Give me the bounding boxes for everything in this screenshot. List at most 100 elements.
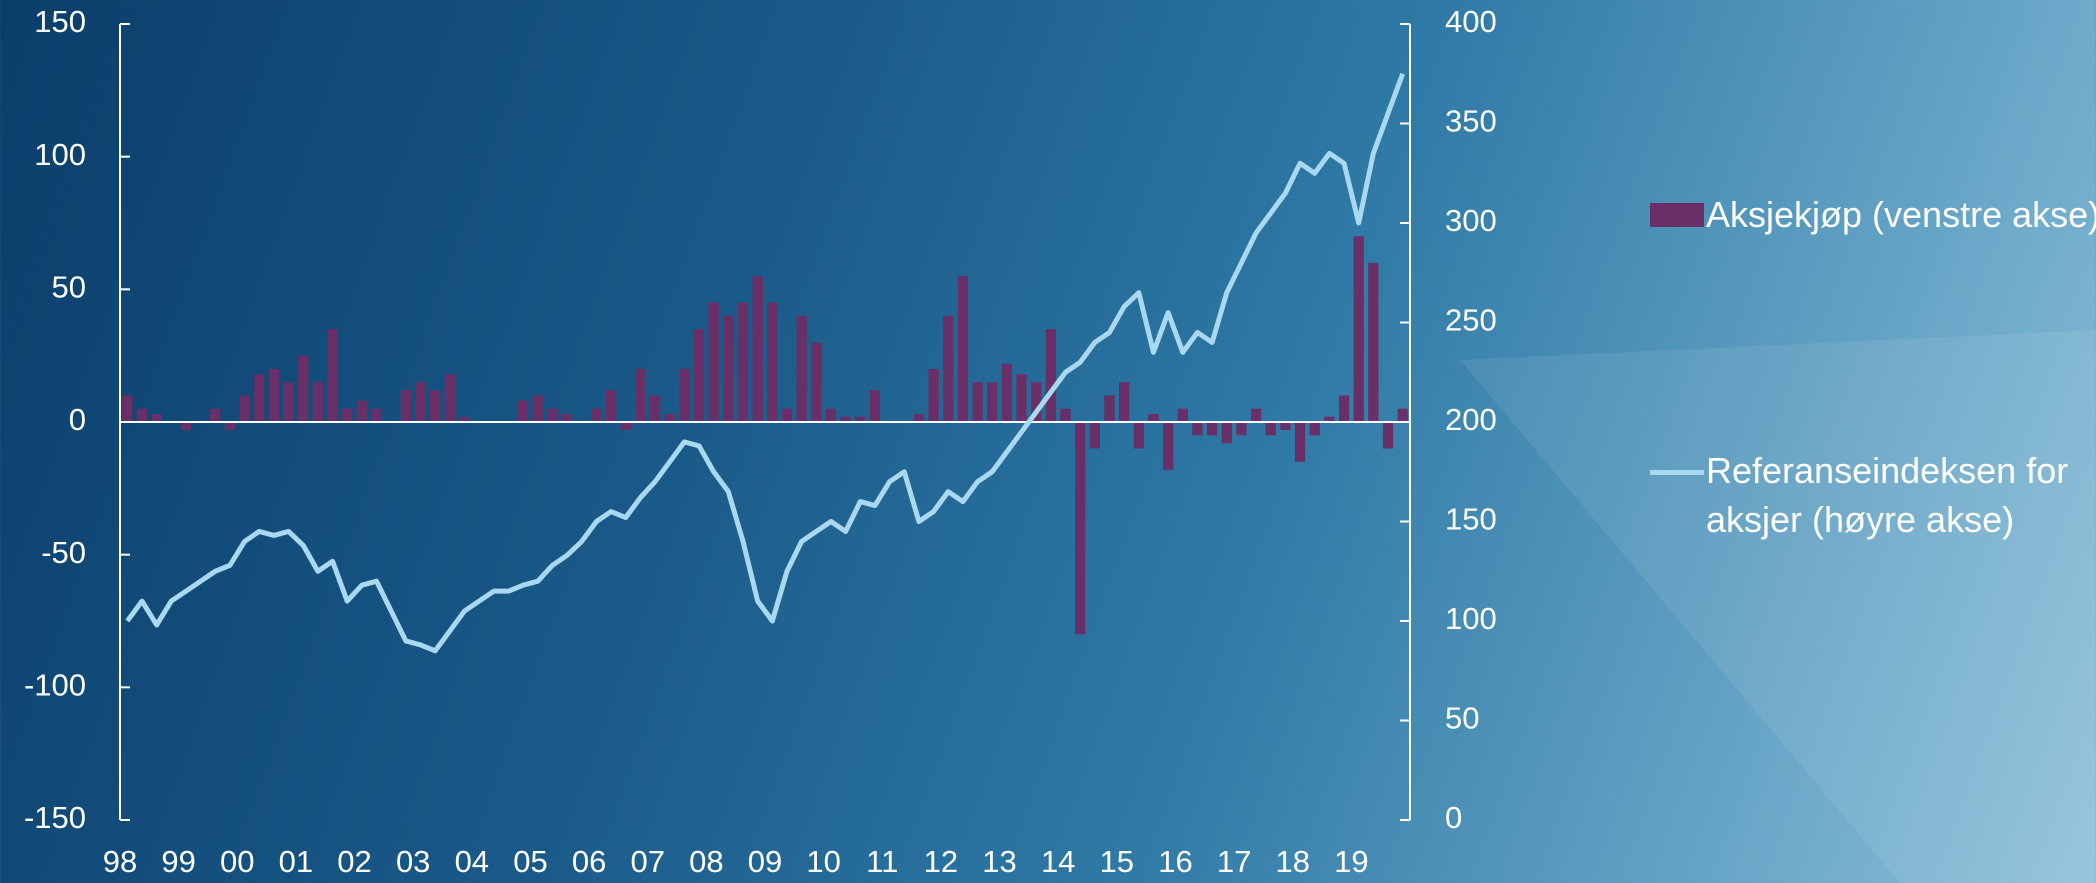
bar bbox=[342, 408, 353, 422]
bar bbox=[664, 414, 675, 422]
bar bbox=[283, 382, 294, 422]
y2-tick-label: 200 bbox=[1445, 402, 1497, 437]
legend-label: Referanseindeksen for aksjer (høyre akse… bbox=[1706, 450, 2069, 540]
x-tick-label: 10 bbox=[806, 844, 840, 879]
x-tick-label: 16 bbox=[1158, 844, 1192, 879]
x-tick-label: 17 bbox=[1217, 844, 1251, 879]
x-tick-label: 15 bbox=[1100, 844, 1134, 879]
bar bbox=[913, 414, 925, 422]
y2-tick-label: 300 bbox=[1445, 203, 1497, 238]
bar bbox=[415, 382, 426, 422]
x-tick-label: 11 bbox=[866, 844, 898, 879]
bar bbox=[1353, 236, 1364, 422]
y2-tick-label: 400 bbox=[1445, 4, 1497, 39]
bar bbox=[180, 422, 192, 430]
bar bbox=[1089, 422, 1100, 449]
bar bbox=[869, 390, 881, 422]
bar bbox=[957, 276, 969, 422]
bar bbox=[561, 414, 573, 422]
bar bbox=[1148, 414, 1159, 422]
y2-tick-label: 150 bbox=[1445, 502, 1497, 537]
y-tick-label: 0 bbox=[69, 402, 86, 437]
y2-tick-label: 250 bbox=[1445, 303, 1497, 338]
x-tick-label: 09 bbox=[748, 844, 782, 879]
bar bbox=[1280, 422, 1291, 430]
bar bbox=[943, 315, 954, 422]
bar bbox=[752, 276, 763, 422]
x-tick-label: 00 bbox=[220, 844, 254, 879]
bar bbox=[1177, 408, 1188, 422]
bar bbox=[723, 315, 734, 422]
y2-tick-label: 50 bbox=[1445, 701, 1479, 736]
y-tick-label: 50 bbox=[52, 270, 86, 305]
bar bbox=[796, 315, 807, 422]
bar bbox=[517, 400, 529, 422]
bar bbox=[547, 408, 558, 422]
bar bbox=[532, 395, 543, 422]
bar bbox=[781, 408, 793, 422]
line bbox=[125, 72, 1406, 654]
bar bbox=[737, 302, 749, 422]
x-tick-label: 02 bbox=[337, 844, 371, 879]
bar bbox=[1382, 422, 1394, 449]
bar bbox=[1397, 408, 1408, 422]
bar bbox=[1045, 329, 1056, 422]
bar bbox=[459, 416, 470, 422]
y-tick-label: 100 bbox=[34, 137, 86, 172]
bar bbox=[1309, 422, 1320, 436]
bar bbox=[1119, 382, 1130, 422]
y2-tick-label: 350 bbox=[1445, 104, 1497, 139]
x-tick-label: 18 bbox=[1275, 844, 1309, 879]
legend-label: Aksjekjøp (venstre akse) bbox=[1706, 194, 2096, 235]
bar bbox=[1104, 395, 1115, 422]
bar bbox=[825, 408, 837, 422]
x-tick-label: 98 bbox=[103, 844, 137, 879]
y2-tick-label: 100 bbox=[1445, 601, 1497, 636]
legend-swatch bbox=[1650, 190, 1706, 239]
bar bbox=[1192, 422, 1203, 436]
background-shape bbox=[1460, 330, 2096, 883]
bar bbox=[605, 390, 617, 422]
bar bbox=[312, 382, 324, 422]
x-tick-label: 03 bbox=[396, 844, 430, 879]
legend-item: Aksjekjøp (venstre akse) bbox=[1650, 190, 2096, 239]
bar bbox=[1060, 408, 1071, 422]
bar bbox=[224, 422, 236, 430]
bar bbox=[811, 342, 822, 422]
y-tick-label: 150 bbox=[34, 4, 86, 39]
x-tick-label: 01 bbox=[279, 844, 313, 879]
bar bbox=[1294, 422, 1306, 462]
bar bbox=[987, 382, 998, 422]
x-tick-label: 08 bbox=[689, 844, 723, 879]
bar bbox=[1133, 422, 1144, 449]
bar bbox=[1250, 408, 1262, 422]
x-tick-label: 19 bbox=[1334, 844, 1368, 879]
y2-tick-label: 0 bbox=[1445, 800, 1462, 835]
bar bbox=[1206, 422, 1218, 436]
legend-item: Referanseindeksen for aksjer (høyre akse… bbox=[1650, 446, 2096, 544]
bar bbox=[400, 390, 411, 422]
bar bbox=[298, 355, 309, 422]
bar bbox=[591, 408, 602, 422]
bar bbox=[1338, 395, 1350, 422]
bar bbox=[122, 395, 133, 422]
bar bbox=[1236, 422, 1247, 436]
bar bbox=[1324, 416, 1335, 422]
x-tick-label: 99 bbox=[161, 844, 195, 879]
x-tick-label: 07 bbox=[630, 844, 664, 879]
bar bbox=[1001, 363, 1013, 422]
bar bbox=[1368, 262, 1379, 422]
bar bbox=[1016, 374, 1027, 422]
bar bbox=[327, 329, 338, 422]
x-tick-label: 04 bbox=[455, 844, 489, 879]
bar bbox=[679, 368, 690, 422]
bar bbox=[444, 374, 455, 422]
y-tick-label: -50 bbox=[41, 535, 86, 570]
x-tick-label: 12 bbox=[924, 844, 958, 879]
bar bbox=[620, 422, 631, 430]
x-tick-label: 14 bbox=[1041, 844, 1075, 879]
bar bbox=[371, 408, 382, 422]
bar bbox=[840, 416, 851, 422]
